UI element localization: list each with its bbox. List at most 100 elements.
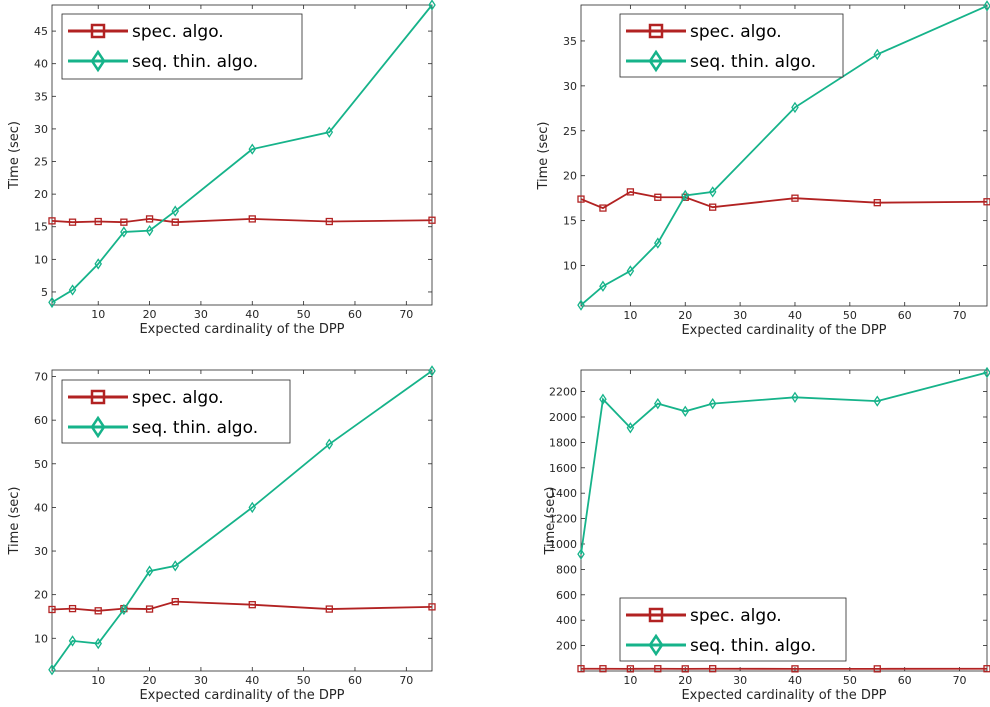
y-axis-label: Time (sec) xyxy=(536,121,551,190)
data-point-spec xyxy=(983,198,990,206)
x-tick-label: 20 xyxy=(143,674,157,687)
y-tick-label: 1200 xyxy=(549,513,577,526)
data-point-seq-thin xyxy=(325,126,334,138)
data-point-spec xyxy=(171,597,179,606)
legend-label: seq. thin. algo. xyxy=(690,52,816,72)
y-tick-label: 10 xyxy=(34,253,48,266)
data-point-spec xyxy=(428,216,436,224)
chart-panel-2: 10 20 30 40 50 60 70 10 15 20 25 30 35 Expected cardi… xyxy=(536,0,990,338)
y-tick-label: 35 xyxy=(563,35,577,48)
y-tick-label: 1400 xyxy=(549,487,577,500)
y-tick-label: 60 xyxy=(34,414,48,427)
y-tick-label: 20 xyxy=(563,170,577,183)
y-tick-label: 200 xyxy=(556,640,577,653)
data-point-spec xyxy=(577,195,585,203)
x-tick-label: 60 xyxy=(348,674,362,687)
data-point-seq-thin xyxy=(681,189,690,202)
plot-area-frame xyxy=(51,4,433,306)
legend-label: seq. thin. algo. xyxy=(690,636,816,656)
data-point-spec xyxy=(577,665,585,673)
data-point-seq-thin xyxy=(68,284,77,296)
data-point-seq-thin xyxy=(171,205,180,217)
data-point-seq-thin xyxy=(791,101,799,114)
data-point-spec xyxy=(428,603,436,611)
data-point-spec xyxy=(325,605,333,613)
data-point-seq-thin xyxy=(873,395,882,407)
x-tick-label: 30 xyxy=(733,309,747,322)
legend: spec. algo. seq. thin. algo. xyxy=(61,379,291,444)
series-line-seq-thin xyxy=(51,370,433,671)
data-point-spec xyxy=(709,203,717,211)
series-line-spec xyxy=(51,600,433,612)
y-tick-label: 400 xyxy=(556,614,577,627)
y-tick-label: 800 xyxy=(556,563,577,576)
data-point-seq-thin xyxy=(626,422,635,434)
x-tick-label: 60 xyxy=(898,674,912,687)
x-tick-label: 50 xyxy=(297,308,311,321)
series-line-spec xyxy=(580,190,988,210)
y-tick-label: 2000 xyxy=(549,411,577,424)
y-tick-label: 70 xyxy=(34,371,48,384)
y-tick-label: 35 xyxy=(34,90,48,103)
x-tick-label: 50 xyxy=(297,674,311,687)
data-point-spec xyxy=(120,218,128,226)
data-point-spec xyxy=(48,217,56,225)
data-point-seq-thin xyxy=(654,237,662,249)
legend-label: spec. algo. xyxy=(690,22,782,42)
x-axis-label: Expected cardinality of the DPP xyxy=(681,323,886,338)
y-tick-label: 40 xyxy=(34,501,48,514)
data-point-seq-thin xyxy=(248,143,257,155)
legend-marker-square xyxy=(648,607,664,623)
legend-marker-square xyxy=(90,23,106,39)
y-tick-label: 1000 xyxy=(549,538,577,551)
data-point-seq-thin xyxy=(68,635,77,647)
plot-area-frame xyxy=(580,369,988,672)
series-line-seq-thin xyxy=(580,5,988,306)
plot-area-frame xyxy=(51,369,433,672)
legend: spec. algo. seq. thin. algo. xyxy=(619,13,844,78)
legend-marker-diamond xyxy=(648,633,664,657)
x-axis-label: Expected cardinality of the DPP xyxy=(139,322,344,337)
y-tick-label: 40 xyxy=(34,58,48,71)
x-tick-label: 70 xyxy=(953,309,967,322)
data-point-spec xyxy=(626,188,635,196)
data-point-spec xyxy=(94,217,102,226)
data-point-spec xyxy=(248,215,256,223)
data-point-seq-thin xyxy=(681,405,690,417)
data-point-spec xyxy=(654,665,662,673)
y-tick-label: 30 xyxy=(34,545,48,558)
data-point-seq-thin xyxy=(626,265,635,277)
y-axis-label: Time (sec) xyxy=(7,121,22,190)
x-tick-label: 50 xyxy=(843,309,857,322)
data-point-spec xyxy=(681,665,689,673)
x-tick-label: 70 xyxy=(399,308,413,321)
y-axis-label: Time (sec) xyxy=(543,486,558,555)
chart-panel-3: 10 20 30 40 50 60 70 10 20 30 40 50 60 70 Expected car… xyxy=(7,365,436,703)
legend-marker-diamond xyxy=(90,49,106,73)
data-point-seq-thin xyxy=(873,48,882,61)
data-point-spec xyxy=(325,217,333,226)
x-tick-label: 60 xyxy=(348,308,362,321)
data-point-seq-thin xyxy=(120,226,128,238)
y-tick-label: 20 xyxy=(34,589,48,602)
data-point-spec xyxy=(654,193,662,201)
y-tick-label: 2200 xyxy=(549,386,577,399)
legend: spec. algo. seq. thin. algo. xyxy=(61,13,303,80)
data-point-spec xyxy=(68,218,77,226)
legend-marker-diamond xyxy=(648,49,664,73)
data-point-seq-thin xyxy=(48,664,56,676)
series-line-seq-thin xyxy=(580,371,988,555)
data-point-spec xyxy=(873,665,881,673)
legend-label: spec. algo. xyxy=(690,606,782,626)
data-point-spec xyxy=(791,194,799,202)
data-point-seq-thin xyxy=(48,296,56,309)
series-line-spec xyxy=(51,218,433,224)
data-point-seq-thin xyxy=(171,560,180,572)
x-tick-label: 40 xyxy=(245,674,259,687)
x-axis-label: Expected cardinality of the DPP xyxy=(139,688,344,703)
data-point-spec xyxy=(68,604,77,613)
data-point-seq-thin xyxy=(428,365,436,377)
data-point-seq-thin xyxy=(708,397,717,410)
x-tick-label: 10 xyxy=(623,674,637,687)
x-tick-label: 40 xyxy=(788,309,802,322)
